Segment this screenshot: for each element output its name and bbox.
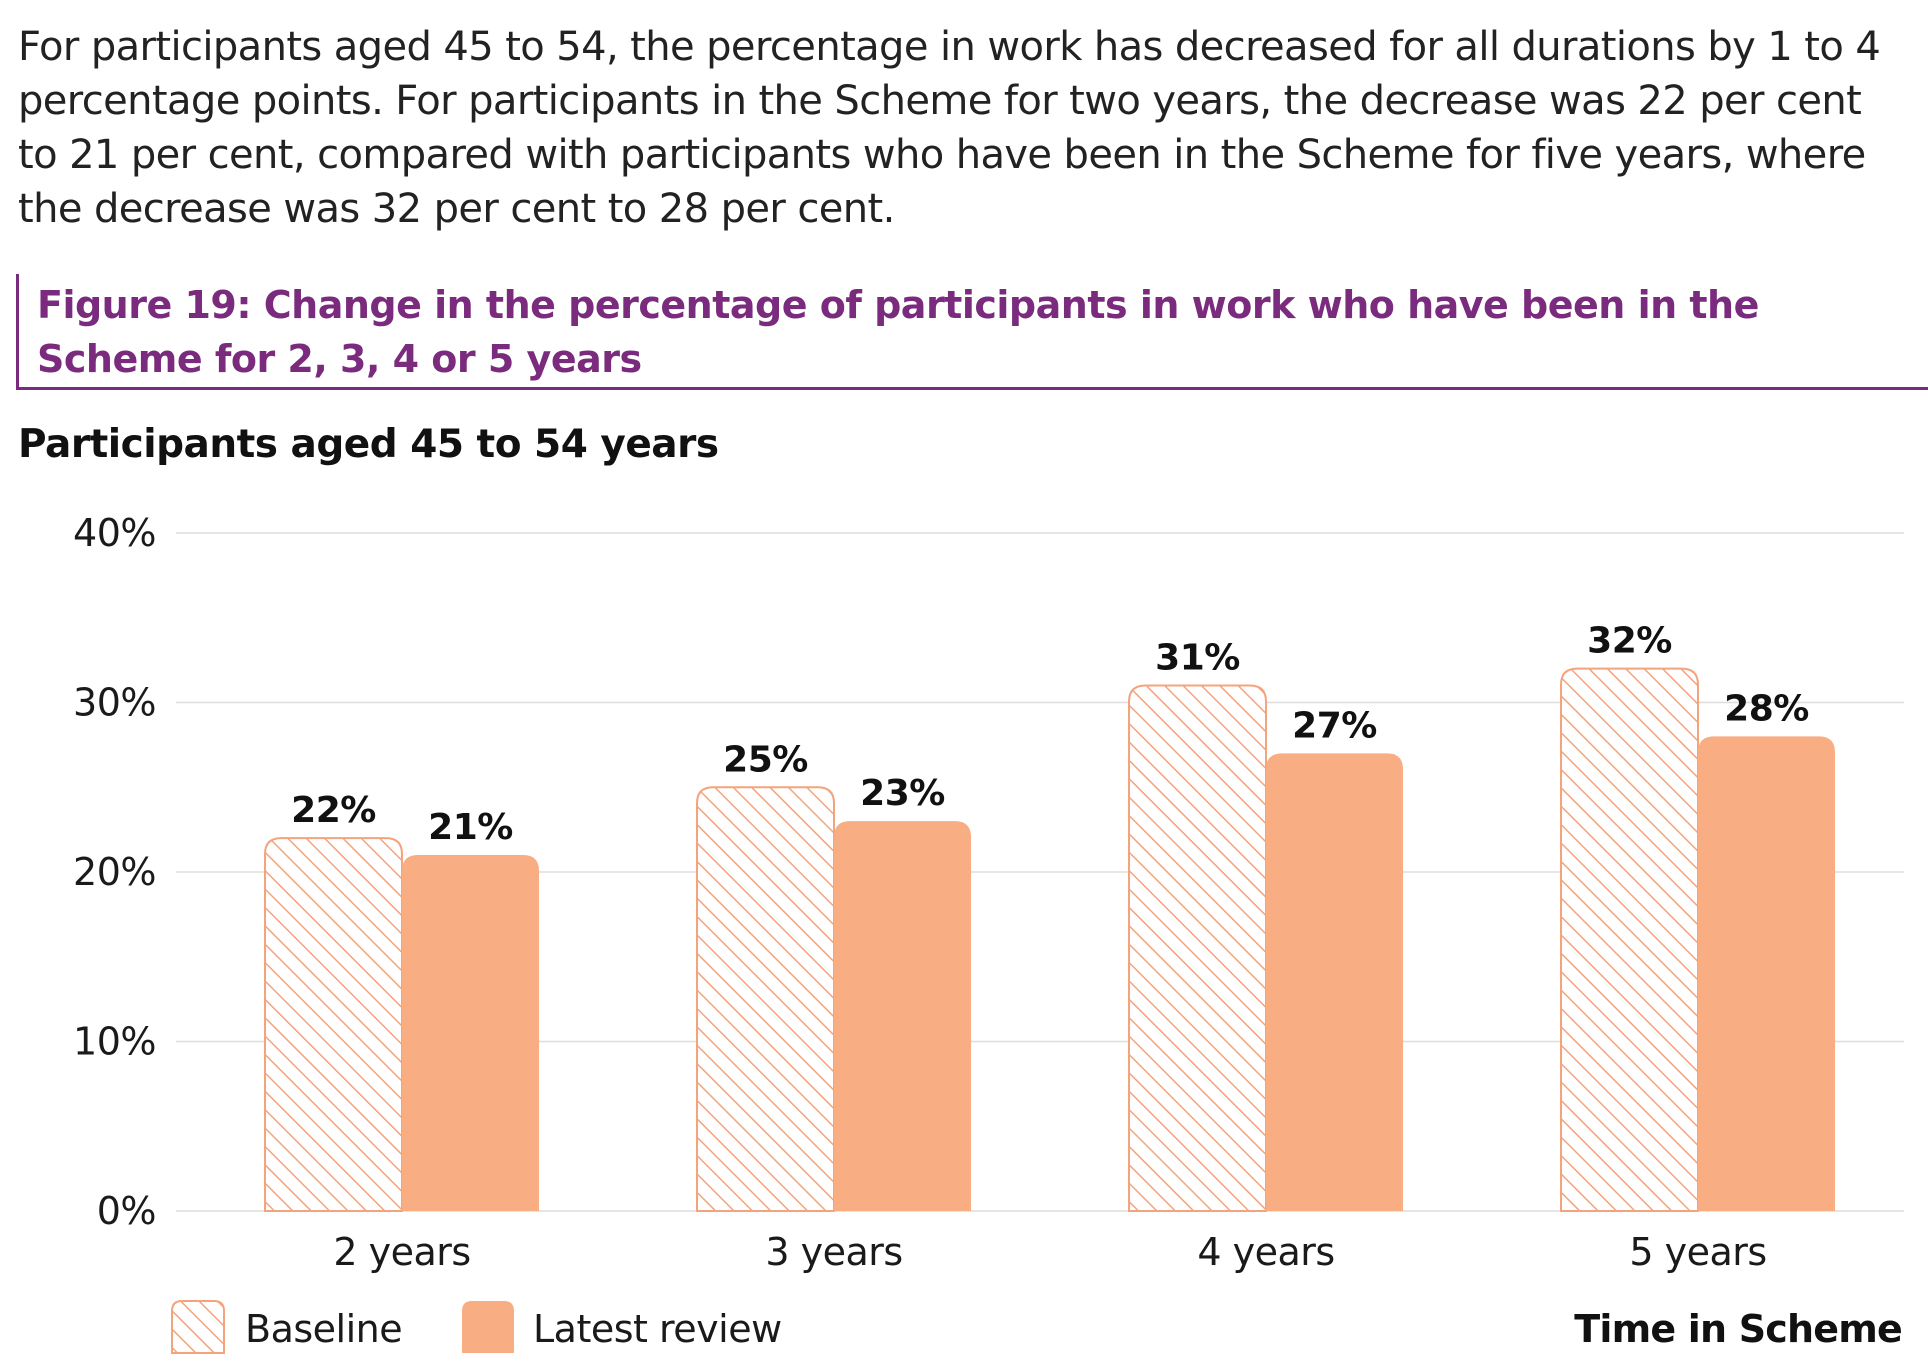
baseline-value-label: 25% [723,739,808,780]
y-tick-label: 40% [73,511,156,555]
baseline-value-label: 31% [1155,638,1240,679]
latest-review-value-label: 28% [1724,688,1809,729]
bars [264,667,1835,1212]
latest-review-bar-2-years [402,855,539,1211]
x-category-label: 4 years [1197,1230,1334,1274]
baseline-bar-5-years [1560,667,1699,1212]
legend: Baseline Latest review [171,1300,782,1354]
legend-swatch-baseline [171,1300,225,1354]
x-category-label: 2 years [333,1230,470,1274]
baseline-value-label: 32% [1587,621,1672,662]
y-tick-label: 30% [73,681,156,725]
intro-paragraph: For participants aged 45 to 54, the perc… [18,24,1881,232]
figure-title-box: Figure 19: Change in the percentage of p… [16,274,1928,390]
baseline-bar-3-years [696,786,835,1212]
legend-label-latest-review: Latest review [533,1307,782,1351]
latest-review-value-label: 27% [1292,705,1377,746]
figure-title: Figure 19: Change in the percentage of p… [37,283,1759,381]
x-axis-title: Time in Scheme [1574,1307,1902,1351]
baseline-value-label: 22% [291,790,376,831]
baseline-bar-4-years [1128,684,1267,1212]
legend-swatch-latest-review [462,1301,514,1353]
x-category-label: 3 years [765,1230,902,1274]
chart-title: Participants aged 45 to 54 years [18,422,719,467]
latest-review-value-label: 21% [428,807,513,848]
y-tick-label: 10% [73,1020,156,1064]
x-category-label: 5 years [1629,1230,1766,1274]
data-labels: 22% 25% 31% 32% 21% 23% 27% 28% [291,621,1809,848]
y-axis-ticks: 0% 10% 20% 30% 40% [73,511,156,1233]
y-tick-label: 20% [73,850,156,894]
latest-review-bar-4-years [1266,753,1403,1211]
latest-review-bar-3-years [834,821,971,1211]
y-tick-label: 0% [97,1189,156,1233]
latest-review-bar-5-years [1698,736,1835,1211]
legend-label-baseline: Baseline [245,1307,402,1351]
baseline-bar-2-years [264,837,403,1212]
latest-review-value-label: 23% [860,773,945,814]
x-axis-categories: 2 years 3 years 4 years 5 years [333,1230,1767,1274]
